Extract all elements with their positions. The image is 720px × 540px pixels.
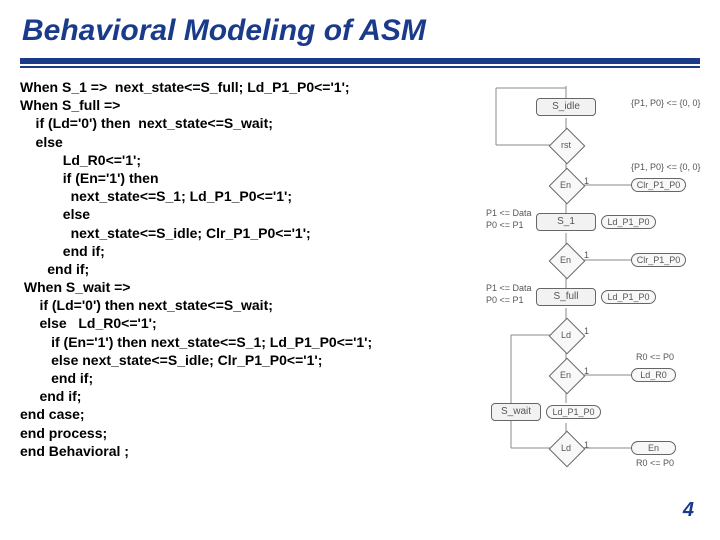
action-ld-3: Ld_P1_P0 (546, 405, 601, 419)
vhdl-code-block: When S_1 => next_state<=S_full; Ld_P1_P0… (20, 78, 450, 460)
decision-ld-label: Ld (561, 330, 571, 340)
edge-3: 1 (584, 326, 589, 336)
action-en-box: En (631, 441, 676, 455)
action-ld: Ld_P1_P0 (601, 215, 656, 229)
edge-2: 1 (584, 250, 589, 260)
title-subrule (20, 66, 700, 68)
state-s-idle: S_idle (536, 98, 596, 116)
annotation-p1: P1 <= Data (486, 208, 532, 218)
state-s-1: S_1 (536, 213, 596, 231)
page-title: Behavioral Modeling of ASM (0, 0, 720, 54)
decision-en-2-label: En (560, 255, 571, 265)
title-rule (20, 58, 700, 64)
action-label: {P1, P0} <= {0, 0} (631, 98, 701, 108)
annotation-p0: P0 <= P1 (486, 220, 524, 230)
action-ld-2: Ld_P1_P0 (601, 290, 656, 304)
action-r0-2: R0 <= P0 (636, 458, 674, 468)
state-s-wait: S_wait (491, 403, 541, 421)
action-ldr0: Ld_R0 (631, 368, 676, 382)
decision-rst-label: rst (561, 140, 571, 150)
annotation-p0-2: P0 <= P1 (486, 295, 524, 305)
action-r0: R0 <= P0 (636, 352, 674, 362)
decision-en-3-label: En (560, 370, 571, 380)
action-clr-2: Clr_P1_P0 (631, 253, 686, 267)
page-number: 4 (683, 499, 694, 522)
asm-diagram: S_idle {P1, P0} <= {0, 0} rst En Clr_P1_… (456, 78, 706, 478)
edge-1: 1 (584, 176, 589, 186)
annotation-p1-2: P1 <= Data (486, 283, 532, 293)
edge-5: 1 (584, 440, 589, 450)
decision-en-1-label: En (560, 180, 571, 190)
edge-4: 1 (584, 366, 589, 376)
action-clr: Clr_P1_P0 (631, 178, 686, 192)
state-s-full: S_full (536, 288, 596, 306)
decision-ld-2-label: Ld (561, 443, 571, 453)
action-side-label: {P1, P0} <= {0, 0} (631, 162, 701, 172)
